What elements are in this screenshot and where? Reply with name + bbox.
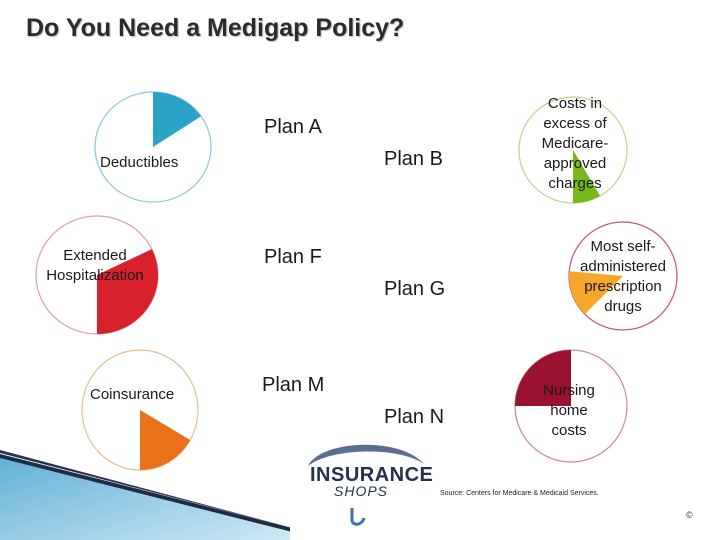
coinsurance-label: Coinsurance (90, 386, 175, 403)
coinsurance-pie (81, 349, 199, 471)
plan-b-label: Plan B (384, 148, 443, 170)
plan-a-label: Plan A (264, 116, 322, 138)
excess-charges-slice (573, 150, 600, 203)
deductibles-slice (153, 92, 202, 147)
excess-charges-text: Costs in excess of Medicare-approved cha… (541, 95, 609, 192)
insurance-shops-logo: INSURANCE SHOPS (290, 438, 434, 528)
nursing-home-pie (514, 349, 628, 463)
prescription-drugs-label: Most self-administered prescription drug… (568, 237, 678, 317)
plan-f-label: Plan F (264, 246, 322, 268)
logo-swoosh-icon (308, 444, 424, 526)
coinsurance-slice (140, 410, 191, 470)
prescription-drugs-text: Most self-administered prescription drug… (580, 238, 666, 315)
nursing-home-slice (515, 350, 571, 406)
plan-m-label: Plan M (262, 374, 325, 396)
excess-charges-pie (518, 96, 628, 204)
extended-hospitalization-slice (97, 249, 158, 334)
extended-hospitalization-label: Extended Hospitalization (35, 246, 155, 286)
extended-hospitalization-text: Extended Hospitalization (46, 247, 144, 284)
nursing-home-label: Nursing home costs (534, 381, 604, 441)
prescription-drugs-pie (568, 221, 678, 331)
copyright-mark: © (686, 510, 693, 520)
source-note: Source: Centers for Medicare & Medicaid … (440, 490, 599, 497)
prescription-drugs-slice (569, 271, 623, 315)
extended-hospitalization-pie (35, 215, 159, 335)
logo-sub: SHOPS (334, 483, 389, 499)
decorative-wedge (0, 450, 420, 540)
deductibles-pie (94, 91, 212, 203)
plan-g-label: Plan G (384, 278, 446, 300)
deductibles-label: Deductibles (100, 154, 179, 171)
nursing-home-text: Nursing home costs (543, 382, 595, 439)
excess-charges-label: Costs in excess of Medicare-approved cha… (532, 94, 618, 194)
logo-brand: INSURANCE (310, 464, 434, 486)
page-title: Do You Need a Medigap Policy? (26, 14, 405, 42)
plan-n-label: Plan N (384, 406, 445, 428)
